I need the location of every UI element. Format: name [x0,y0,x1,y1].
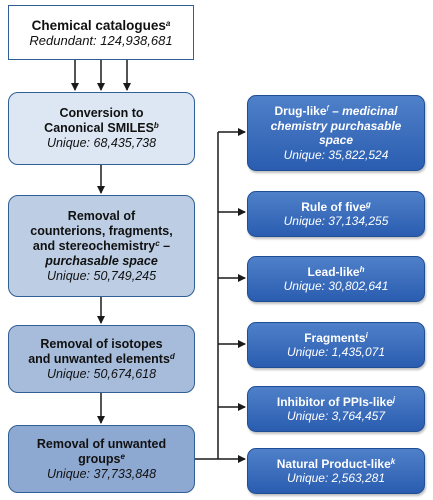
fragments-box: Fragmentsi Unique: 1,435,071 [247,322,425,368]
rule-of-five-box: Rule of fiveg Unique: 37,134,255 [247,191,425,237]
drug-like-line-1: Drug-likef – medicinal [275,104,398,119]
rule-of-five-line: Rule of fiveg [301,200,371,215]
step-2-footnote: c [155,238,160,248]
drug-like-italic-3: space [318,133,354,147]
step-2-italic: purchasable space [45,253,158,268]
step-1-footnote: b [153,121,159,130]
step-2-dash: – [159,238,171,253]
ppis-like-line: Inhibitor of PPIs-likej [277,395,395,410]
lead-like-count: Unique: 30,802,641 [283,279,389,293]
step-4-line-1: Removal of unwanted [36,436,167,451]
step-4-line-2: groupse [78,452,125,467]
fragments-title: Fragments [304,330,366,345]
step-3-line-2-text: and unwanted elements [28,351,170,366]
step-4-line-2-text: groups [78,451,121,466]
drug-like-box: Drug-likef – medicinal chemistry purchas… [247,95,425,171]
step-1-line-2: Canonical SMILESb [44,121,159,136]
ppis-like-count: Unique: 3,764,457 [286,409,386,423]
drug-like-italic-1: medicinal [342,104,398,118]
natural-product-count: Unique: 2,563,281 [286,471,386,485]
drug-like-count: Unique: 35,822,524 [283,147,389,162]
fragments-line: Fragmentsi [304,331,368,346]
step-3-footnote: d [169,351,175,361]
step-4-count: Unique: 37,733,848 [46,466,157,481]
step-3-line-1: Removal of isotopes [40,336,163,351]
step-3-line-2: and unwanted elementsd [28,352,175,367]
step-4-footnote: e [120,451,125,461]
fragments-count: Unique: 1,435,071 [286,345,386,359]
catalogues-title-text: Chemical catalogues [31,17,166,33]
ppis-like-footnote: j [392,394,396,404]
natural-product-title: Natural Product-like [276,456,391,471]
step-removal-isotopes: Removal of isotopes and unwanted element… [8,325,195,393]
drug-like-dash: – [328,104,339,118]
step-2-line-1: Removal of [67,208,136,223]
step-1-line-2-text: Canonical SMILES [44,121,154,135]
lead-like-box: Lead-likeh Unique: 30,802,641 [247,256,425,302]
catalogues-footnote: a [165,18,171,28]
drug-like-italic-2: chemistry purchasable [270,118,402,133]
step-2-count: Unique: 50,749,245 [46,268,157,283]
step-removal-counterions: Removal of counterions, fragments, and s… [8,195,195,297]
step-removal-unwanted-groups: Removal of unwanted groupse Unique: 37,7… [8,425,195,493]
catalogues-count: Redundant: 124,938,681 [29,32,173,48]
fragments-footnote: i [365,330,368,340]
catalogues-title: Chemical cataloguesa [32,18,171,33]
ppis-like-box: Inhibitor of PPIs-likej Unique: 3,764,45… [247,386,425,432]
natural-product-box: Natural Product-likek Unique: 2,563,281 [247,448,425,494]
step-3-count: Unique: 50,674,618 [46,366,157,381]
rule-of-five-footnote: g [365,199,371,209]
step-2-line-3: and stereochemistryc – [33,239,170,254]
step-canonical-smiles: Conversion to Canonical SMILESb Unique: … [8,92,195,165]
lead-like-line: Lead-likeh [308,265,365,280]
lead-like-title: Lead-like [307,264,360,279]
natural-product-footnote: k [390,456,396,466]
drug-like-footnote: f [326,104,329,113]
step-1-line-1: Conversion to [59,106,144,120]
rule-of-five-count: Unique: 37,134,255 [283,214,389,228]
step-2-line-2: counterions, fragments, [30,223,173,238]
ppis-like-title: Inhibitor of PPIs-like [276,394,393,409]
lead-like-footnote: h [359,264,365,274]
natural-product-line: Natural Product-likek [277,457,395,472]
step-1-count: Unique: 68,435,738 [46,136,157,150]
catalogues-box: Chemical cataloguesa Redundant: 124,938,… [8,5,194,60]
rule-of-five-title: Rule of five [301,199,366,214]
step-2-line-3-text: and stereochemistry [32,238,156,253]
drug-like-title: Drug-like [274,104,327,118]
